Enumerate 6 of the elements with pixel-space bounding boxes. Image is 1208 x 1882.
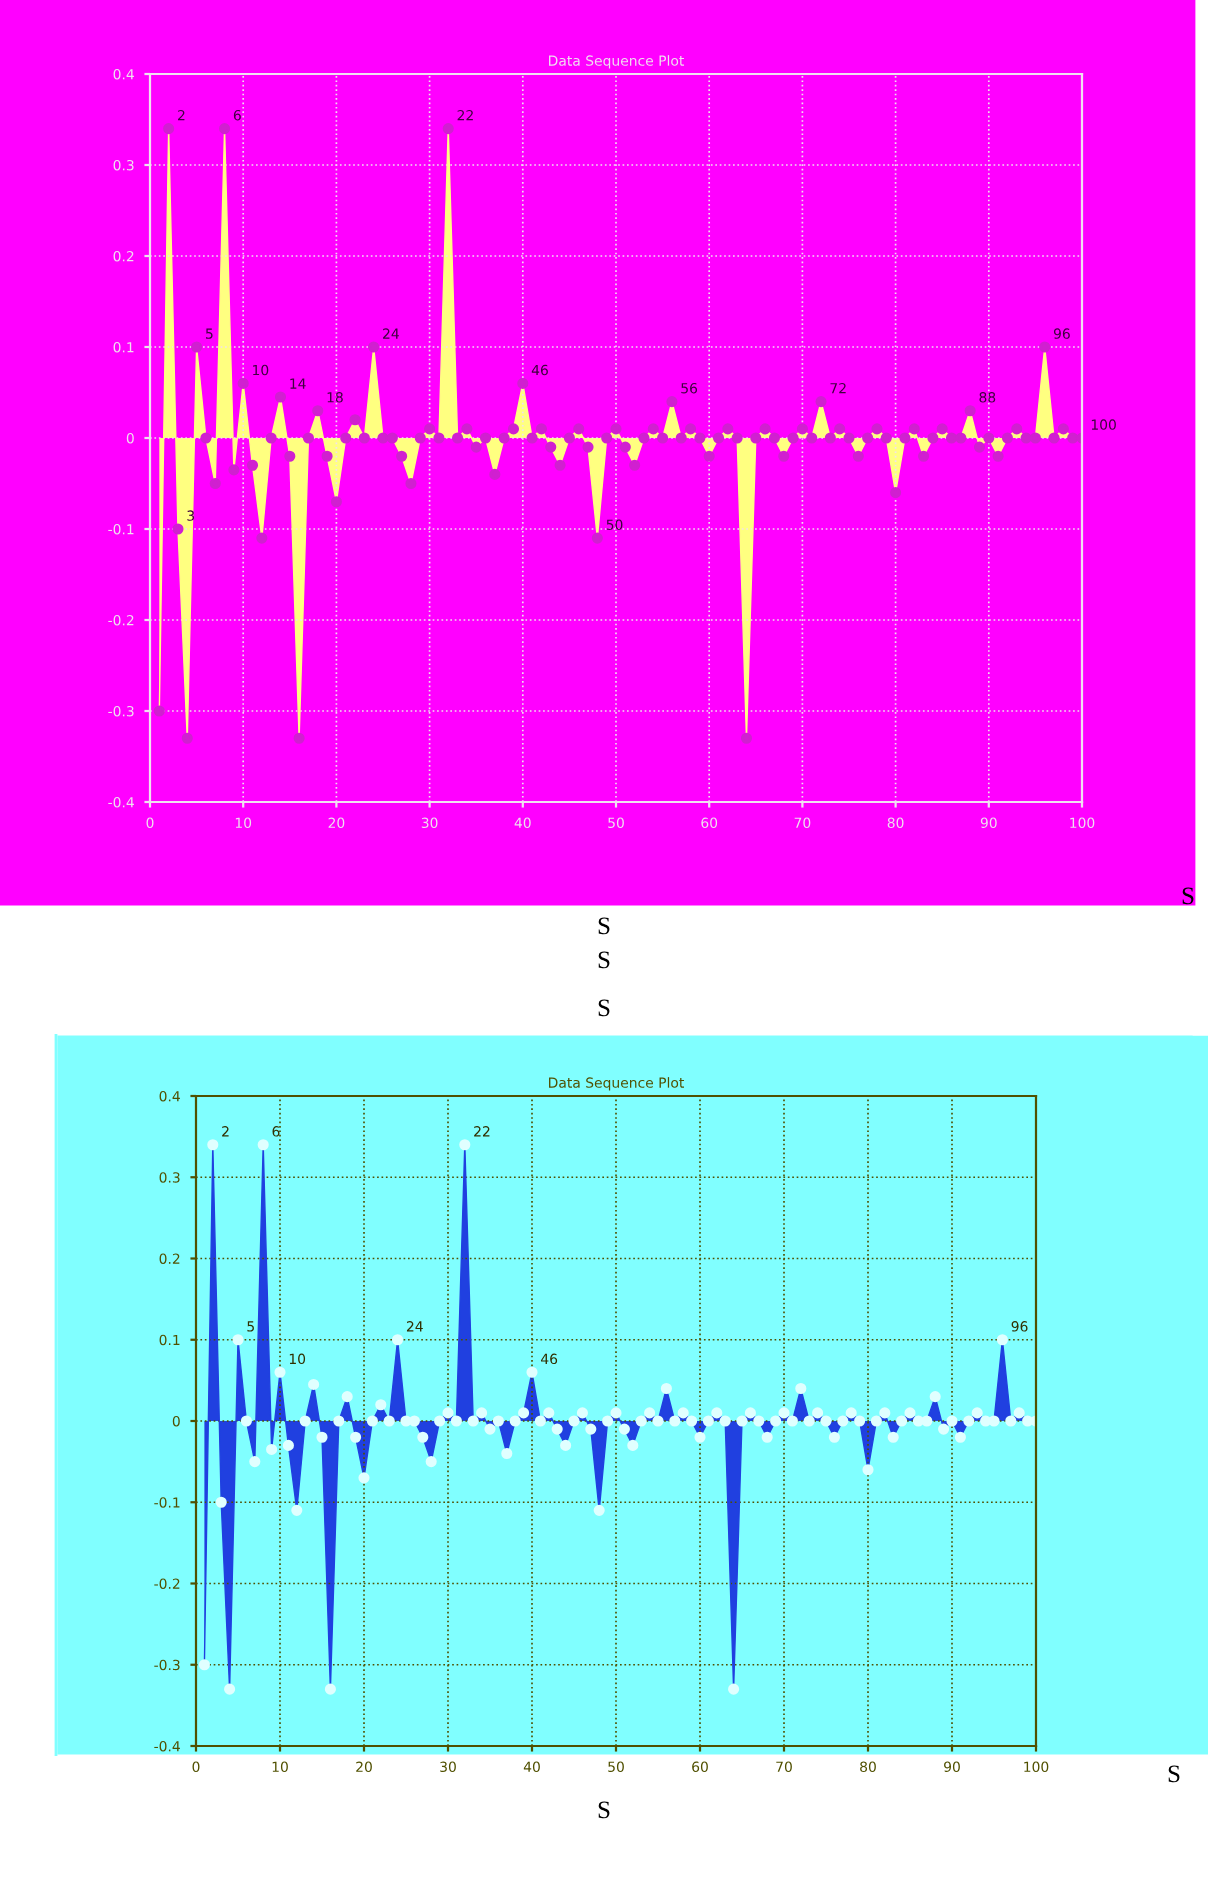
text: S (598, 951, 610, 969)
text: S (1168, 1765, 1180, 1783)
text: S (598, 1801, 610, 1819)
text: S (1182, 887, 1194, 905)
text: S (598, 917, 610, 935)
text: S (598, 999, 610, 1017)
